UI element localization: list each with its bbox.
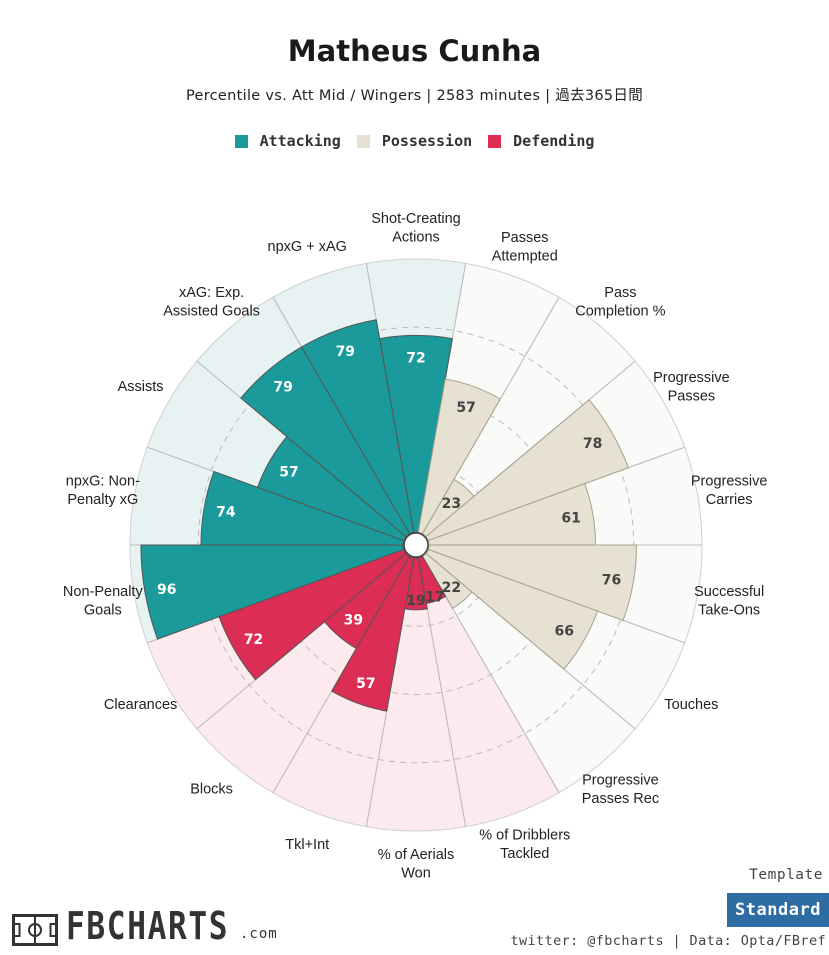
value-label-tkl-int: 57 bbox=[356, 676, 375, 692]
axis-label-pass-completion: Pass Completion % bbox=[575, 285, 665, 320]
value-label-successful-take-ons: 76 bbox=[602, 572, 621, 588]
value-label-shot-creating-actions: 72 bbox=[406, 350, 425, 366]
axis-label-clearances: Clearances bbox=[104, 697, 177, 713]
axis-label-tkl-int: Tkl+Int bbox=[285, 837, 329, 853]
legend-swatch-possession bbox=[356, 134, 370, 148]
axis-label-progressive-passes: Progressive Passes bbox=[653, 370, 730, 405]
bar-passes-attempted bbox=[417, 378, 501, 535]
logo-text: FBCHARTS bbox=[66, 904, 230, 948]
axis-label-xag-exp-assisted-goals: xAG: Exp. Assisted Goals bbox=[163, 285, 260, 320]
bar-npxg-xag bbox=[300, 319, 415, 535]
axis-label-touches: Touches bbox=[664, 697, 718, 713]
bar-touches bbox=[425, 548, 599, 670]
legend: Attacking Possession Defending bbox=[0, 132, 829, 150]
axis-label-of-aerials-won: % of Aerials Won bbox=[378, 847, 455, 882]
value-label-assists: 57 bbox=[279, 465, 298, 481]
legend-item-possession: Possession bbox=[356, 132, 473, 150]
axis-label-passes-attempted: Passes Attempted bbox=[492, 230, 558, 264]
legend-swatch-attacking bbox=[234, 134, 248, 148]
bars bbox=[140, 319, 637, 712]
bar-tkl-int bbox=[331, 555, 415, 712]
legend-label-possession: Possession bbox=[381, 132, 473, 150]
axis-label-progressive-passes-rec: Progressive Passes Rec bbox=[582, 772, 659, 807]
center-hub bbox=[403, 532, 429, 558]
fbcharts-logo: FBCHARTS .com bbox=[12, 904, 277, 948]
chart-subtitle: Percentile vs. Att Mid / Wingers | 2583 … bbox=[185, 88, 644, 104]
credits-text: twitter: @fbcharts | Data: Opta/FBref bbox=[510, 933, 826, 949]
value-label-passes-attempted: 57 bbox=[456, 400, 475, 416]
legend-label-attacking: Attacking bbox=[259, 132, 341, 150]
legend-swatch-defending bbox=[488, 134, 502, 148]
axis-label-successful-take-ons: Successful Take-Ons bbox=[694, 584, 764, 619]
bar-progressive-passes bbox=[425, 399, 629, 542]
value-label-clearances: 72 bbox=[244, 632, 263, 648]
template-standard-button[interactable]: Standard bbox=[727, 893, 829, 927]
value-label-progressive-carries: 61 bbox=[561, 511, 580, 527]
bar-npxg-non-penalty-xg bbox=[200, 470, 405, 546]
value-label-touches: 66 bbox=[555, 624, 574, 640]
axis-label-blocks: Blocks bbox=[190, 782, 233, 798]
value-label-npxg-non-penalty-xg: 74 bbox=[216, 504, 236, 520]
legend-label-defending: Defending bbox=[513, 132, 595, 150]
value-label-non-penalty-goals: 96 bbox=[157, 582, 176, 598]
value-label-xag-exp-assisted-goals: 79 bbox=[273, 380, 292, 396]
axis-label-non-penalty-goals: Non-Penalty Goals bbox=[63, 584, 144, 619]
template-label: Template bbox=[749, 867, 823, 883]
axis-label-shot-creating-actions: Shot-Creating Actions bbox=[371, 211, 460, 246]
bar-successful-take-ons bbox=[427, 544, 637, 622]
axis-label-npxg-xag: npxG + xAG bbox=[268, 239, 347, 255]
legend-item-defending: Defending bbox=[488, 132, 594, 150]
axis-label-assists: Assists bbox=[118, 379, 164, 395]
bar-non-penalty-goals bbox=[140, 544, 405, 640]
value-label-progressive-passes-rec: 22 bbox=[442, 580, 461, 596]
logo-suffix: .com bbox=[240, 926, 278, 942]
value-label-progressive-passes: 78 bbox=[583, 436, 602, 452]
value-label-blocks: 39 bbox=[344, 613, 363, 629]
axis-labels: Shot-Creating Actions Passes Attempted Pass C… bbox=[63, 211, 768, 882]
axis-label-npxg-non-penalty-xg: npxG: Non-Penalty xG bbox=[66, 474, 140, 509]
axis-label-progressive-carries: Progressive Carries bbox=[691, 474, 768, 509]
value-label-of-dribblers-tackled: 17 bbox=[425, 590, 444, 606]
chart-title: Matheus Cunha bbox=[287, 34, 542, 68]
value-label-of-aerials-won: 19 bbox=[406, 593, 425, 609]
bar-shot-creating-actions bbox=[379, 335, 453, 533]
value-label-npxg-xag: 79 bbox=[336, 344, 355, 360]
value-label-pass-completion: 23 bbox=[442, 496, 461, 512]
legend-item-attacking: Attacking bbox=[234, 132, 341, 150]
pitch-icon bbox=[12, 914, 58, 946]
axis-label-of-dribblers-tackled: % of Dribblers Tackled bbox=[479, 828, 570, 863]
